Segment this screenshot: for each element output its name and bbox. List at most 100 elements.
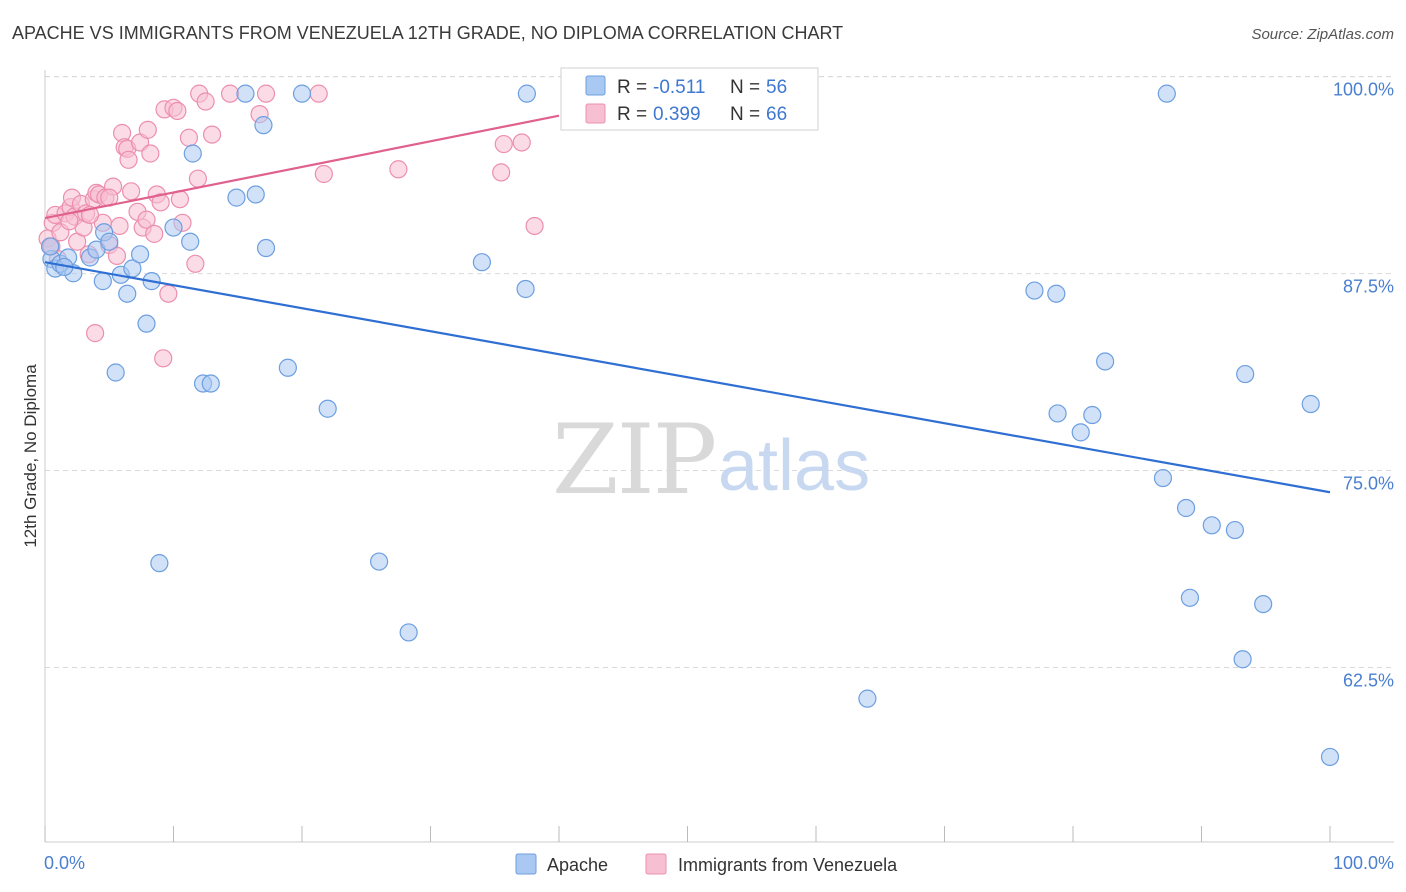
axes — [44, 70, 1394, 843]
legend-n-value-apache: 56 — [766, 77, 787, 98]
apache-point-7 — [93, 272, 112, 291]
apache-point-18 — [164, 218, 183, 237]
venezuela-point-61 — [154, 349, 173, 368]
venezuela-point-57 — [494, 134, 513, 154]
legend-r-value-venezuela: 0.399 — [653, 104, 701, 125]
venezuela-point-53 — [309, 84, 328, 103]
apache-point-47 — [1202, 516, 1221, 535]
legend-swatch-venezuela — [585, 103, 606, 124]
apache-point-25 — [246, 185, 265, 204]
y-tick-label-1: 87.5% — [1343, 277, 1394, 297]
apache-point-23 — [227, 188, 246, 207]
apache-point-31 — [370, 552, 389, 571]
y-tick-label-2: 75.0% — [1343, 474, 1394, 494]
series-apache-points — [41, 84, 1340, 767]
apache-point-15 — [137, 314, 156, 333]
bottom-legend-swatch-venezuela — [645, 853, 667, 875]
watermark-atlas-text: atlas — [718, 426, 870, 506]
trend-lines — [44, 114, 1331, 494]
apache-point-40 — [1071, 423, 1090, 442]
gridlines — [45, 76, 1394, 668]
x-tick-label-right: 100.0% — [1333, 853, 1394, 873]
venezuela-point-55 — [389, 160, 408, 179]
venezuela-point-60 — [86, 324, 105, 343]
bottom-legend-apache: Apache — [547, 855, 608, 875]
venezuela-point-28 — [119, 150, 138, 169]
bottom-legend-venezuela: Immigrants from Venezuela — [678, 855, 898, 875]
venezuela-point-54 — [314, 164, 333, 184]
venezuela-point-41 — [168, 101, 187, 121]
apache-point-35 — [517, 84, 536, 103]
apache-point-22 — [201, 374, 220, 393]
trend-line-venezuela — [44, 114, 560, 220]
venezuela-point-50 — [220, 84, 240, 103]
venezuela-point-35 — [145, 224, 164, 243]
venezuela-point-46 — [188, 169, 208, 188]
y-axis-title: 12th Grade, No Diploma — [21, 364, 40, 548]
venezuela-point-45 — [186, 254, 205, 273]
apache-point-28 — [278, 358, 297, 377]
apache-point-39 — [1048, 404, 1067, 423]
apache-point-26 — [254, 116, 273, 135]
apache-point-51 — [1254, 594, 1273, 614]
apache-point-12 — [118, 284, 137, 303]
apache-point-20 — [183, 144, 202, 163]
apache-point-38 — [1047, 284, 1066, 303]
apache-point-14 — [130, 245, 150, 264]
legend-r-label-venezuela: R = — [617, 104, 647, 125]
venezuela-point-29 — [121, 182, 141, 201]
apache-point-32 — [399, 623, 418, 642]
venezuela-point-59 — [525, 216, 544, 236]
series-venezuela-points — [38, 84, 544, 368]
apache-point-46 — [1180, 588, 1200, 607]
venezuela-point-39 — [159, 284, 178, 303]
legend-swatch-apache — [585, 75, 606, 96]
apache-point-29 — [292, 84, 312, 103]
apache-point-36 — [858, 689, 877, 708]
apache-point-54 — [41, 237, 60, 256]
legend-r-value-apache: -0.511 — [653, 77, 705, 98]
apache-point-19 — [181, 232, 200, 251]
apache-point-45 — [1176, 498, 1196, 518]
apache-point-30 — [318, 399, 337, 418]
apache-point-34 — [516, 279, 535, 299]
venezuela-point-52 — [256, 84, 276, 103]
venezuela-point-49 — [202, 125, 222, 144]
venezuela-point-34 — [138, 120, 157, 139]
trend-line-apache — [44, 261, 1331, 494]
y-tick-label-3: 62.5% — [1343, 670, 1394, 690]
apache-point-52 — [1301, 394, 1320, 414]
stats-legend: R = -0.511 N = 56 R = 0.399 N = 66 — [560, 67, 819, 131]
apache-point-49 — [1233, 650, 1252, 669]
apache-point-24 — [236, 84, 255, 103]
watermark-zip-text: ZIP — [552, 404, 715, 516]
legend-n-label-apache: N = — [730, 77, 760, 98]
y-tick-labels: 100.0% 87.5% 75.0% 62.5% — [1333, 80, 1394, 691]
x-axis-ticks — [44, 826, 1331, 842]
apache-point-41 — [1083, 405, 1102, 425]
venezuela-point-24 — [110, 216, 129, 236]
venezuela-point-65 — [141, 144, 160, 163]
chart-title: APACHE VS IMMIGRANTS FROM VENEZUELA 12TH… — [12, 23, 843, 43]
legend-n-value-venezuela: 66 — [766, 104, 787, 125]
legend-r-label-apache: R = — [617, 77, 647, 98]
venezuela-point-48 — [196, 92, 215, 111]
apache-point-10 — [106, 363, 125, 382]
apache-point-42 — [1096, 352, 1115, 371]
legend-n-label-venezuela: N = — [730, 104, 760, 125]
venezuela-point-58 — [512, 133, 531, 152]
watermark: ZIP atlas — [552, 404, 870, 516]
venezuela-point-33 — [137, 210, 156, 229]
apache-point-9 — [100, 232, 119, 251]
chart-source: Source: ZipAtlas.com — [1251, 26, 1394, 43]
apache-point-43 — [1153, 468, 1173, 488]
bottom-legend: Apache Immigrants from Venezuela — [515, 853, 898, 875]
apache-point-53 — [1320, 747, 1340, 767]
apache-point-50 — [1236, 364, 1255, 384]
venezuela-point-56 — [492, 163, 511, 182]
apache-point-33 — [472, 253, 491, 272]
apache-point-27 — [256, 238, 276, 258]
bottom-legend-swatch-apache — [515, 853, 537, 875]
x-tick-label-left: 0.0% — [44, 853, 85, 873]
